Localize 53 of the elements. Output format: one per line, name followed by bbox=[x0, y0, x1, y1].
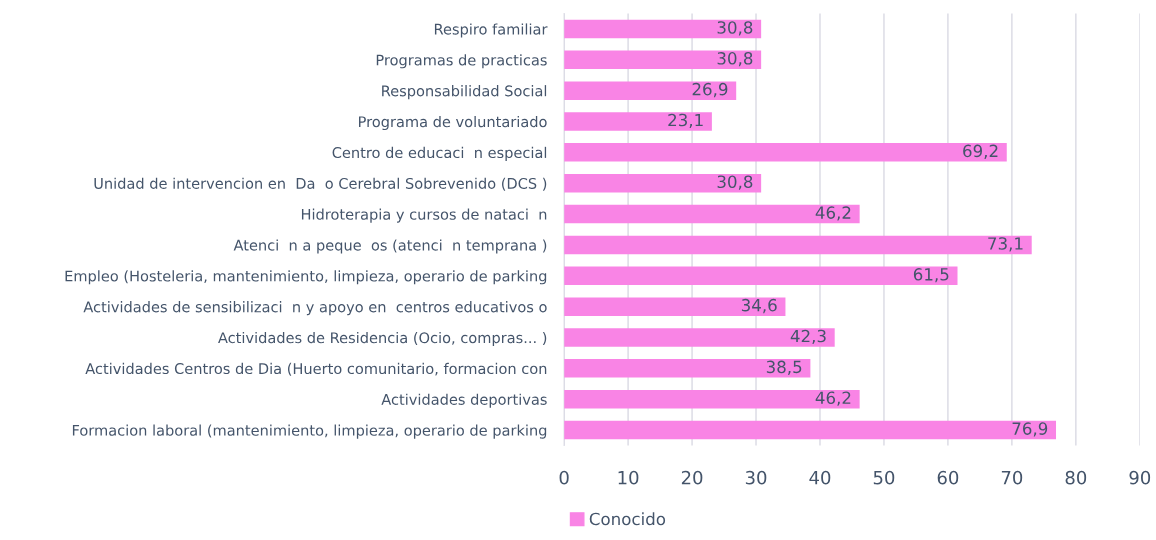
data-label: 30,8 bbox=[717, 52, 753, 67]
x-tick-label: 60 bbox=[937, 470, 959, 485]
bar bbox=[564, 173, 762, 193]
x-tick-label: 20 bbox=[681, 470, 703, 485]
bar bbox=[564, 266, 958, 286]
data-label: 23,1 bbox=[668, 113, 703, 129]
x-tick-label: 90 bbox=[1129, 470, 1151, 485]
bar bbox=[564, 143, 1007, 162]
data-label: 34,6 bbox=[741, 298, 777, 314]
data-label: 30,8 bbox=[717, 21, 753, 36]
x-tick-label: 10 bbox=[618, 470, 639, 485]
bar bbox=[564, 204, 860, 224]
x-tick-label: 0 bbox=[559, 470, 569, 485]
x-tick-label: 50 bbox=[873, 470, 895, 485]
bar bbox=[564, 112, 712, 131]
y-tick-label: Programas de practicas bbox=[376, 54, 547, 69]
data-label: 46,2 bbox=[815, 206, 851, 221]
data-label: 38,5 bbox=[766, 360, 802, 375]
bar bbox=[564, 359, 811, 378]
y-tick-label: Formacion laboral (mantenimiento, limpieza, operario de parking bbox=[72, 424, 547, 439]
x-tick-label: 80 bbox=[1065, 470, 1087, 485]
bar bbox=[564, 19, 762, 39]
y-tick-label: Empleo (Hosteleria, mantenimiento, limpieza, operario de parking bbox=[65, 270, 547, 285]
bar bbox=[564, 297, 786, 316]
x-tick-label: 70 bbox=[1001, 470, 1023, 485]
y-tick-label: Respiro familiar bbox=[434, 23, 548, 38]
data-label: 69,2 bbox=[963, 144, 998, 159]
bar bbox=[564, 389, 860, 409]
y-tick-label: Actividades deportivas bbox=[381, 393, 547, 408]
data-label: 76,9 bbox=[1012, 422, 1048, 437]
y-tick-label: Atenci n a peque os (atenci n temprana ) bbox=[233, 239, 547, 254]
y-tick-label: Actividades Centros de Dia (Huerto comunitario, formacion con bbox=[85, 362, 547, 376]
x-tick-label: 30 bbox=[745, 470, 767, 485]
data-label: 30,8 bbox=[717, 175, 753, 190]
bar bbox=[564, 50, 762, 70]
data-label: 42,3 bbox=[790, 329, 826, 345]
y-tick-label: Unidad de intervencion en Da o Cerebral Sobrevenido (DCS ) bbox=[94, 177, 547, 191]
y-tick-label: Responsabilidad Social bbox=[382, 85, 547, 100]
bar bbox=[564, 420, 1057, 440]
bar bbox=[564, 235, 1032, 255]
data-label: 46,2 bbox=[815, 391, 851, 406]
bar bbox=[564, 81, 737, 100]
bar bbox=[564, 328, 835, 347]
y-tick-label: Actividades de Residencia (Ocio, compras... ) bbox=[218, 331, 547, 347]
data-label: 61,5 bbox=[913, 268, 949, 283]
legend-label: Conocido bbox=[589, 512, 666, 526]
data-label: 26,9 bbox=[692, 82, 728, 98]
y-tick-label: Programa de voluntariado bbox=[359, 115, 547, 131]
y-tick-label: Centro de educaci n especial bbox=[332, 146, 547, 161]
data-label: 73,1 bbox=[988, 237, 1023, 252]
y-tick-label: Hidroterapia y cursos de nataci n bbox=[301, 208, 547, 223]
y-tick-label: Actividades de sensibilizaci n y apoyo en centros educativos o bbox=[83, 301, 547, 316]
x-tick-label: 40 bbox=[809, 470, 831, 485]
